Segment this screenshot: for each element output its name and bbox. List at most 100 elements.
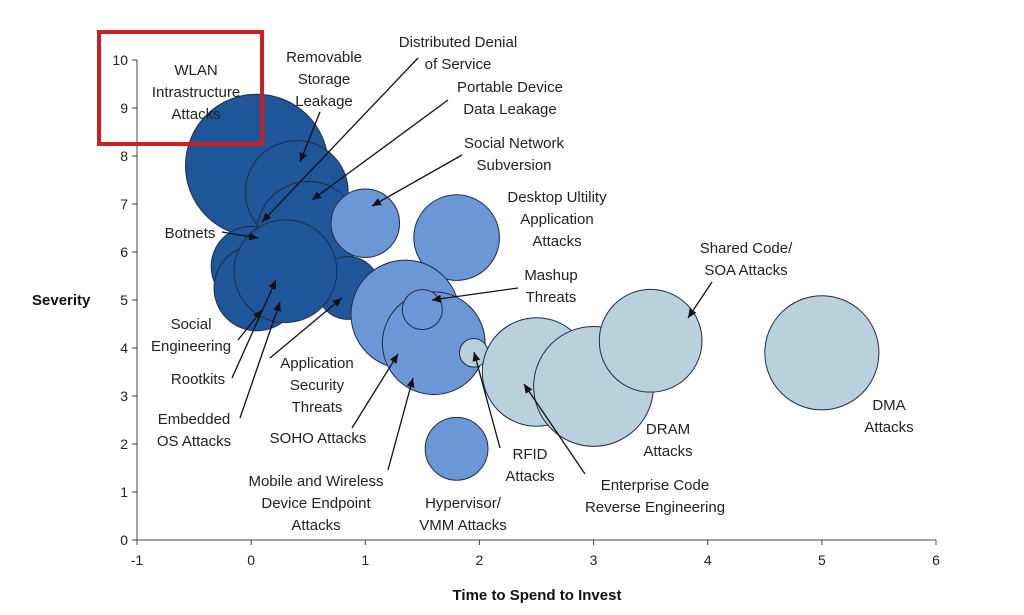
annotation-arrow-line — [261, 57, 419, 223]
annotation-arrowhead — [524, 384, 533, 394]
bubble — [598, 288, 703, 393]
annotation-line: Botnets — [165, 225, 216, 242]
annotation-arrow-line — [473, 351, 501, 449]
annotation-label: Mashup Threats — [524, 267, 577, 306]
bubble — [413, 194, 500, 281]
y-tick-label: 1 — [120, 484, 128, 500]
y-tick-label: 10 — [112, 52, 128, 68]
y-axis-title: Severity — [32, 292, 91, 309]
annotation-arrow-line — [311, 99, 449, 201]
annotation-arrowhead — [389, 354, 398, 364]
annotation-line: DRAM — [646, 421, 690, 438]
annotation-line: Enterprise Code — [601, 477, 709, 494]
x-tick-label: 0 — [247, 552, 255, 568]
annotation-label: Social Network Subversion — [464, 135, 565, 174]
bubble — [764, 295, 880, 411]
highlight-box — [97, 30, 264, 146]
y-tick-label: 3 — [120, 388, 128, 404]
y-tick-label: 7 — [120, 196, 128, 212]
annotation-line: Desktop Ultility — [507, 189, 607, 206]
annotation-label: Portable Device Data Leakage — [457, 79, 563, 118]
annotation-line: SOA Attacks — [704, 262, 787, 279]
bubble — [424, 416, 489, 481]
annotation-line: Attacks — [291, 517, 340, 534]
annotation-arrow-line — [523, 383, 586, 475]
annotation-arrow-line — [371, 154, 463, 207]
x-tick-label: 3 — [590, 552, 598, 568]
annotation-arrow-line — [239, 301, 281, 419]
y-tick-label: 9 — [120, 100, 128, 116]
annotation-line: of Service — [425, 56, 492, 73]
annotation-line: OS Attacks — [157, 433, 231, 450]
annotation-line: Reverse Engineering — [585, 499, 725, 516]
annotation-line: Social — [171, 316, 212, 333]
annotation-line: Attacks — [864, 419, 913, 436]
x-tick-label: 4 — [704, 552, 712, 568]
annotation-line: RFID — [513, 446, 548, 463]
annotation-arrowhead — [432, 294, 442, 303]
annotation-arrowhead — [332, 298, 342, 307]
y-tick-label: 6 — [120, 244, 128, 260]
annotation-label: DRAM Attacks — [643, 421, 692, 460]
annotation-line: Attacks — [171, 106, 220, 123]
annotation-line: Engineering — [151, 338, 231, 355]
x-tick-label: 6 — [932, 552, 940, 568]
annotation-line: Threats — [292, 399, 343, 416]
annotation-line: Threats — [526, 289, 577, 306]
annotation-arrow-line — [431, 287, 519, 301]
annotation-arrowhead — [262, 212, 272, 222]
annotation-line: WLAN — [174, 62, 217, 79]
bubble — [330, 188, 401, 258]
annotation-arrowhead — [372, 198, 382, 206]
annotation-arrowhead — [472, 352, 481, 362]
annotation-arrowhead — [688, 308, 697, 318]
annotation-label: Enterprise Code Reverse Engineering — [585, 477, 725, 516]
x-tick-label: 2 — [476, 552, 484, 568]
annotation-line: Subversion — [476, 157, 551, 174]
x-axis-title: Time to Spend to Invest — [453, 587, 622, 604]
annotation-label: Removable Storage Leakage — [286, 49, 362, 110]
annotation-line: Attacks — [505, 468, 554, 485]
annotation-label: Hypervisor/VMM Attacks — [419, 495, 507, 534]
annotation-line: Application — [520, 211, 593, 228]
annotation-arrowhead — [312, 191, 322, 200]
bubbles-layer — [185, 93, 880, 481]
bubble — [401, 289, 443, 331]
x-tick-label: -1 — [131, 552, 144, 568]
annotation-line: Distributed Denial — [399, 34, 517, 51]
annotation-arrow-line — [231, 279, 277, 379]
annotation-arrow-line — [387, 377, 414, 471]
annotation-line: Shared Code/ — [700, 240, 793, 257]
annotation-label: Rootkits — [171, 371, 225, 388]
y-tick-label: 2 — [120, 436, 128, 452]
x-ticks: -1 0 1 2 3 4 5 6 — [131, 540, 940, 568]
annotation-line: SOHO Attacks — [270, 430, 367, 447]
annotation-line: Portable Device — [457, 79, 563, 96]
annotation-label: DMA Attacks — [864, 397, 913, 436]
annotation-label: SOHO Attacks — [270, 430, 367, 447]
y-tick-label: 8 — [120, 148, 128, 164]
annotation-line: Storage — [298, 71, 351, 88]
annotation-label: Social Engineering — [151, 316, 231, 355]
annotation-line: Mashup — [524, 267, 577, 284]
annotation-arrow-line — [269, 297, 343, 359]
x-tick-label: 5 — [818, 552, 826, 568]
bubble — [233, 219, 338, 324]
y-tick-label: 0 — [120, 532, 128, 548]
annotation-label: Embedded OS Attacks — [157, 411, 231, 450]
annotation-line: Attacks — [643, 443, 692, 460]
annotation-line: Rootkits — [171, 371, 225, 388]
annotation-arrowhead — [299, 152, 308, 162]
annotation-label: Shared Code/SOA Attacks — [700, 240, 793, 279]
annotation-arrow-line — [351, 353, 399, 429]
annotation-line: Data Leakage — [463, 101, 556, 118]
annotation-line: Mobile and Wireless — [248, 473, 383, 490]
annotation-arrowhead — [268, 280, 276, 290]
annotation-line: Application — [280, 355, 353, 372]
y-tick-label: 5 — [120, 292, 128, 308]
annotation-line: Social Network — [464, 135, 565, 152]
annotation-line: Hypervisor/ — [425, 495, 502, 512]
annotation-label: Botnets — [165, 225, 216, 242]
annotation-label: Mobile and Wireless Device Endpoint Attack… — [248, 473, 383, 534]
